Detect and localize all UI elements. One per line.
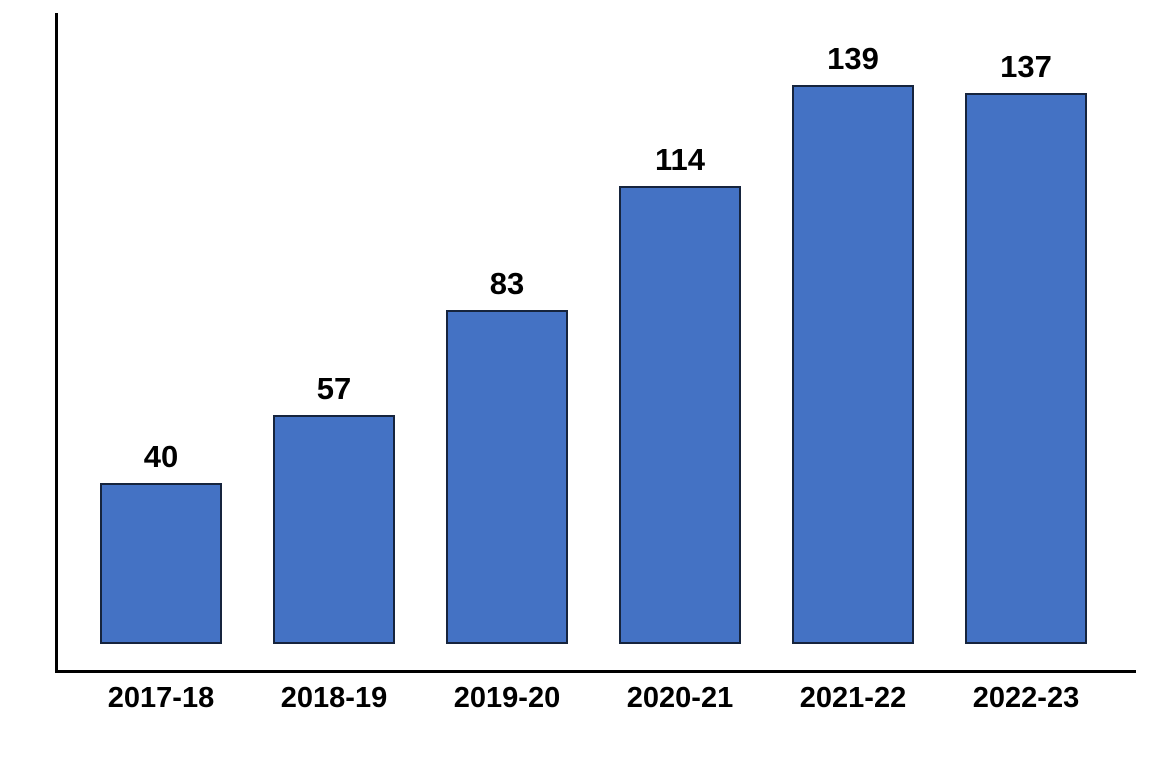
- bar-value-label: 137: [1000, 49, 1052, 84]
- x-tick-label: 2017-18: [107, 682, 215, 714]
- bar-value-label: 139: [827, 41, 879, 76]
- bar-value-label: 40: [143, 439, 179, 474]
- bar: [619, 186, 741, 644]
- bar-value-label: 83: [489, 266, 525, 301]
- bar: [792, 85, 914, 644]
- bar-value-label: 114: [654, 142, 705, 177]
- bar: [965, 93, 1087, 644]
- bar: [273, 415, 395, 644]
- bar-value-label: 57: [316, 371, 352, 406]
- x-axis-line: [55, 670, 1136, 673]
- x-tick-label: 2021-22: [799, 682, 907, 714]
- y-axis-line: [55, 13, 58, 673]
- x-tick-label: 2018-19: [280, 682, 388, 714]
- x-tick-label: 2020-21: [626, 682, 734, 714]
- bar: [446, 310, 568, 644]
- x-tick-label: 2022-23: [972, 682, 1080, 714]
- bar: [100, 483, 222, 644]
- x-tick-label: 2019-20: [453, 682, 561, 714]
